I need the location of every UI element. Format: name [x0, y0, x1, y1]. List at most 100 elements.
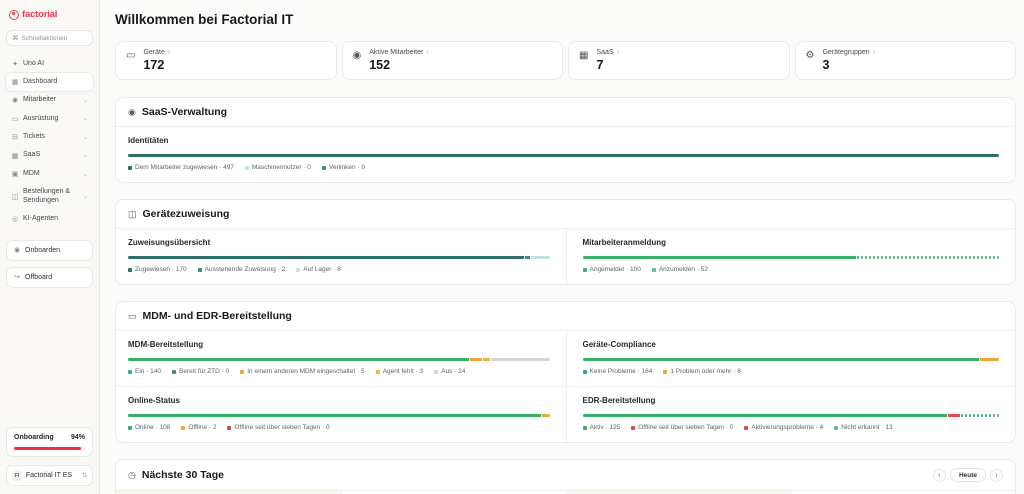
- chevron-left-icon: ‹: [938, 471, 941, 479]
- stat-card-aktive-mitarbeiter[interactable]: ◉ Aktive Mitarbeiter › 152: [341, 41, 563, 80]
- onboarding-progress-fill: [14, 447, 81, 450]
- device-groups-icon: ⚙: [805, 50, 815, 61]
- legend: Online · 108 Offline · 2 Offline seit üb…: [128, 424, 550, 431]
- calendar-controls: ‹ Heute ›: [932, 468, 1003, 482]
- bar-segment-ein: [128, 358, 469, 361]
- legend: Dem Mitarbeiter zugewiesen · 497 Maschin…: [128, 164, 999, 171]
- legend-dot-icon: [296, 267, 301, 272]
- panel-identitäten: Identitäten Dem Mitarbeiter zugewiesen ·…: [116, 127, 1015, 182]
- upcoming-section-title: Nächste 30 Tage: [141, 469, 224, 481]
- sidebar-item-mdm[interactable]: ▣ MDM ⌄: [6, 165, 93, 182]
- sidebar-item-label: Mitarbeiter: [23, 96, 57, 104]
- offboard-button[interactable]: ↪ Offboard: [6, 266, 93, 288]
- legend-item: In einem anderen MDM eingeschaltet · 5: [240, 368, 365, 375]
- stacked-progress-bar: [582, 256, 999, 259]
- bar-segment-offline: [541, 414, 550, 417]
- calendar-prev-button[interactable]: ‹: [932, 468, 946, 482]
- section-saas-verwaltung: ◉ SaaS-Verwaltung Identitäten Dem Mitarb…: [115, 97, 1016, 183]
- legend-label: Zugewiesen · 170: [135, 266, 187, 273]
- bar-segment-keine-probleme: [582, 358, 979, 361]
- bar-segment-online: [128, 414, 541, 417]
- stat-value: 7: [596, 58, 604, 72]
- sidebar-item-dashboard[interactable]: ▦ Dashboard: [6, 73, 93, 91]
- legend-dot-icon: [128, 369, 132, 374]
- saas-icon: ▦: [11, 152, 19, 160]
- legend-dot-icon: [582, 369, 587, 374]
- stacked-progress-bar: [128, 154, 999, 157]
- sidebar-item-ki-agenten[interactable]: ◎ KI-Agenten: [6, 211, 93, 228]
- sidebar-item-ausrüstung[interactable]: ▭ Ausrüstung ⌄: [6, 110, 93, 127]
- chevron-right-icon: ›: [995, 471, 998, 479]
- sidebar-item-bestellungen-sendungen[interactable]: ◫ Bestellungen & Sendungen ⌄: [6, 184, 93, 210]
- bar-segment-aktivierungsprobleme: [948, 414, 961, 417]
- sidebar-item-tickets[interactable]: ⊟ Tickets ⌄: [6, 129, 93, 146]
- legend-item: Ein · 140: [128, 368, 161, 375]
- onboarden-button[interactable]: ◉ Onboarden: [6, 239, 93, 261]
- legend-dot-icon: [582, 267, 587, 272]
- legend-label: In einem anderen MDM eingeschaltet · 5: [247, 368, 365, 375]
- chevron-down-icon: ⌄: [82, 194, 88, 201]
- section-title: MDM- und EDR-Bereitstellung: [142, 310, 292, 322]
- sidebar-item-uno-ai[interactable]: ✦ Uno AI: [6, 55, 93, 72]
- legend-label: Verlinken · 0: [328, 164, 366, 171]
- stat-card-geräte[interactable]: ▭ Geräte › 172: [115, 41, 337, 80]
- legend-item: Aktiv · 125: [582, 424, 621, 431]
- onboarding-progress-card[interactable]: Onboarding 94%: [6, 427, 93, 457]
- calendar-today-button[interactable]: Heute: [949, 468, 986, 482]
- stat-card-gerätegruppen[interactable]: ⚙ Gerätegruppen › 3: [794, 41, 1016, 80]
- legend-label: Angemeldet · 100: [589, 266, 641, 273]
- calendar-next-button[interactable]: ›: [990, 468, 1003, 482]
- brand-name: factorial: [22, 9, 58, 20]
- stat-value: 172: [143, 58, 165, 72]
- action-label: Onboarden: [25, 246, 61, 254]
- legend-label: Aktiv · 125: [589, 424, 621, 431]
- legend-dot-icon: [240, 369, 245, 374]
- stat-label: Aktive Mitarbeiter: [369, 49, 424, 56]
- factorial-logo-icon: [9, 9, 19, 20]
- legend-label: Maschinennutzer · 0: [252, 164, 311, 171]
- main-content: Willkommen bei Factorial IT ▭ Geräte › 17…: [100, 0, 1024, 494]
- legend-item: Aktivierungsprobleme · 4: [744, 424, 823, 431]
- legend-item: Bereit für ZTD · 0: [172, 368, 229, 375]
- stacked-progress-bar: [128, 256, 550, 259]
- legend-label: Offline seit über sieben Tagen · 0: [234, 424, 330, 431]
- sidebar-item-label: Dashboard: [23, 77, 58, 85]
- workspace-name: Factorial IT ES: [25, 472, 73, 479]
- legend-item: 1 Problem oder mehr · 8: [663, 368, 741, 375]
- chevron-down-icon: ⌄: [82, 97, 88, 104]
- bar-segment-agent-fehlt: [482, 358, 491, 361]
- ai-agents-icon: ◎: [11, 216, 19, 224]
- onboarding-progress-percent: 94%: [70, 434, 85, 441]
- stat-card-saas[interactable]: ▦ SaaS › 7: [568, 41, 790, 80]
- sidebar-item-saas[interactable]: ▦ SaaS ⌄: [6, 147, 93, 164]
- legend-dot-icon: [651, 267, 656, 272]
- sidebar-item-label: KI-Agenten: [23, 215, 59, 223]
- legend-dot-icon: [663, 369, 668, 374]
- upcoming-30-days-section: ◷ Nächste 30 Tage ‹ Heute › 23 - 29 März…: [115, 459, 1016, 494]
- legend-dot-icon: [128, 165, 132, 170]
- legend-item: Auf Lager · 8: [296, 266, 341, 273]
- legend-dot-icon: [631, 425, 636, 430]
- chevron-down-icon: ⌄: [82, 134, 88, 141]
- bar-segment-auf-lager: [530, 256, 550, 259]
- panel-zuweisungsübersicht: Zuweisungsübersicht Zugewiesen · 170 Aus…: [116, 229, 566, 284]
- legend-item: Aus · 24: [434, 368, 465, 375]
- legend-item: Anzumelden · 52: [651, 266, 708, 273]
- legend-dot-icon: [197, 267, 202, 272]
- metric-title: MDM-Bereitstellung: [128, 340, 204, 349]
- workspace-switcher[interactable]: FI Factorial IT ES ⇅: [6, 465, 93, 486]
- onboard-icon: ◉: [13, 247, 21, 255]
- stacked-progress-bar: [128, 414, 550, 417]
- section-body: MDM-Bereitstellung Ein · 140 Bereit für …: [116, 331, 1015, 442]
- device-assignment-icon: ◫: [128, 208, 137, 219]
- section-mdm-und-edr-bereitstellung: ▭ MDM- und EDR-Bereitstellung MDM-Bereit…: [115, 301, 1016, 443]
- chevron-right-icon: ›: [426, 49, 429, 56]
- brand-logo[interactable]: factorial: [6, 8, 93, 30]
- quick-actions-search[interactable]: ⌘ Schnellaktionen: [6, 30, 93, 46]
- dashboard-icon: ▦: [11, 79, 19, 87]
- sidebar-item-mitarbeiter[interactable]: ◉ Mitarbeiter ⌄: [6, 92, 93, 109]
- legend: Zugewiesen · 170 Ausstehende Zuweisung ·…: [128, 266, 550, 273]
- stat-label: Geräte: [143, 49, 165, 56]
- stacked-progress-bar: [582, 358, 999, 361]
- sidebar-item-label: Bestellungen & Sendungen: [23, 188, 71, 204]
